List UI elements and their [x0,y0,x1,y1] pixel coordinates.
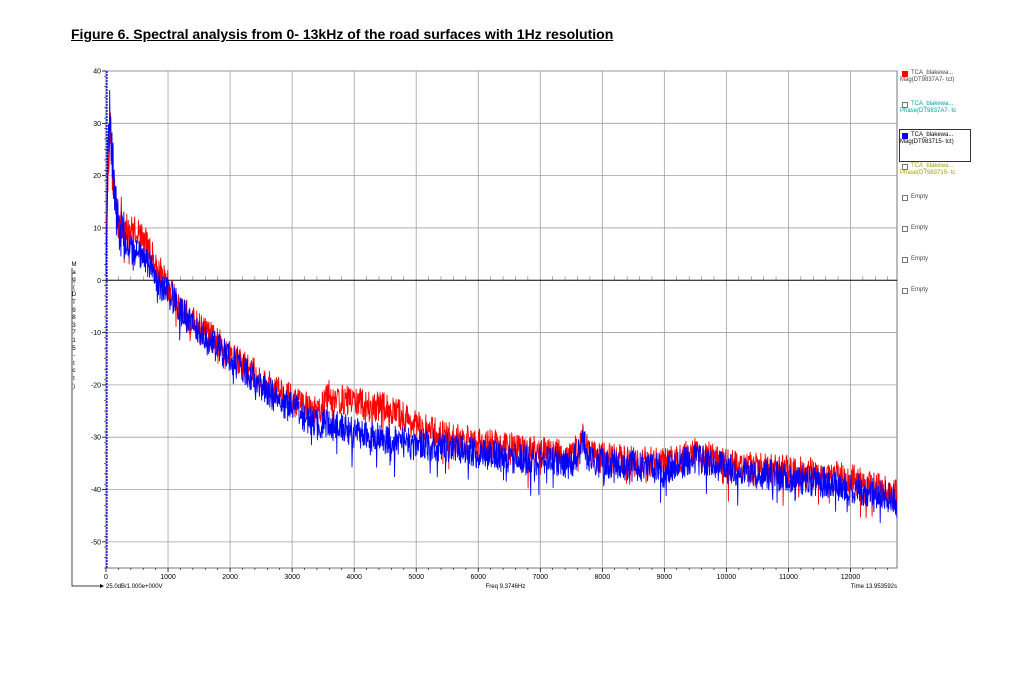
legend-panel: TCA_blakewa... Mag(DT9837A7- tct) TCA_blak… [899,68,971,316]
y-tick-label: 40 [93,69,101,76]
legend-item[interactable]: Empty [900,285,970,316]
freq-note: Freq 9.3746Hz [486,584,526,590]
y-tick-label: -10 [91,330,101,337]
legend-label: Empty [911,194,929,200]
legend-sublabel: Phase(DT9837A7- tc [900,108,957,114]
legend-label: Empty [911,225,929,231]
legend-sublabel: Mag(DT983715- tct) [900,139,954,145]
legend-checkbox[interactable] [902,102,908,108]
y-tick-label: -20 [91,382,101,389]
legend-checkbox[interactable] [902,226,908,232]
chart-axes: 0 1000 2000 3000 4000 5000 6000 7000 8000 9000 100… [71,69,888,588]
legend-label: TCA_blakewa... [911,132,954,138]
legend-item[interactable]: TCA_blakewa... Phase(DT983715- tc [900,161,970,192]
legend-checkbox[interactable] [902,164,908,170]
y-tick-label: 30 [93,121,101,128]
legend-label: TCA_blakewa... [911,101,954,107]
plot-frame [105,70,898,569]
legend-label: Empty [911,287,929,293]
y-tick-label: 20 [93,173,101,180]
x-tick-label: 9000 [657,574,673,581]
legend-checkbox[interactable] [902,195,908,201]
y-tick-label: 10 [93,225,101,232]
chart-grid [105,70,898,569]
time-note: Time 13.953592s [851,584,897,590]
scale-note: 25.0dB/1.000e+000V [106,584,163,590]
x-tick-label: 7000 [532,574,548,581]
x-tick-label: 0 [104,574,108,581]
y-tick-label: -40 [91,487,101,494]
x-tick-label: 10000 [717,574,737,581]
x-tick-label: 6000 [470,574,486,581]
legend-label: TCA_blakewa... [911,163,954,169]
x-tick-label: 4000 [346,574,362,581]
x-tick-label: 1000 [160,574,176,581]
y-tick-label: 0 [97,278,101,285]
legend-label: TCA_blakewa... [911,70,954,76]
y-tick-label: -50 [91,539,101,546]
chart-series [105,71,898,568]
legend-item[interactable]: TCA_blakewa... Mag(DT9837A7- tct) [900,68,970,99]
x-tick-label: 2000 [222,574,238,581]
x-tick-label: 3000 [284,574,300,581]
y-tick-label: -30 [91,435,101,442]
legend-checkbox[interactable] [902,257,908,263]
legend-item[interactable]: Empty [900,223,970,254]
scale-arrow-head [100,584,104,588]
legend-item[interactable]: Empty [900,192,970,223]
legend-checkbox[interactable] [902,71,908,77]
figure-title: Figure 6. Spectral analysis from 0- 13kH… [71,26,614,42]
chart-notes: 25.0dB/1.000e+000V Freq 9.3746Hz Time 13… [106,584,897,590]
legend-checkbox[interactable] [902,288,908,294]
legend-sublabel: Phase(DT983715- tc [900,170,956,176]
legend-checkbox[interactable] [902,133,908,139]
x-tick-label: 12000 [841,574,861,581]
x-tick-label: 8000 [595,574,611,581]
scale-arrow [71,268,100,587]
series-line-blue [105,89,898,524]
x-tick-label: 5000 [408,574,424,581]
legend-item[interactable]: TCA_blakewa... Mag(DT983715- tct) [899,129,971,162]
legend-item[interactable]: TCA_blakewa... Phase(DT9837A7- tc [900,99,970,130]
legend-label: Empty [911,256,929,262]
legend-item[interactable]: Empty [900,254,970,285]
x-tick-label: 11000 [779,574,798,581]
legend-sublabel: Mag(DT9837A7- tct) [900,77,955,83]
